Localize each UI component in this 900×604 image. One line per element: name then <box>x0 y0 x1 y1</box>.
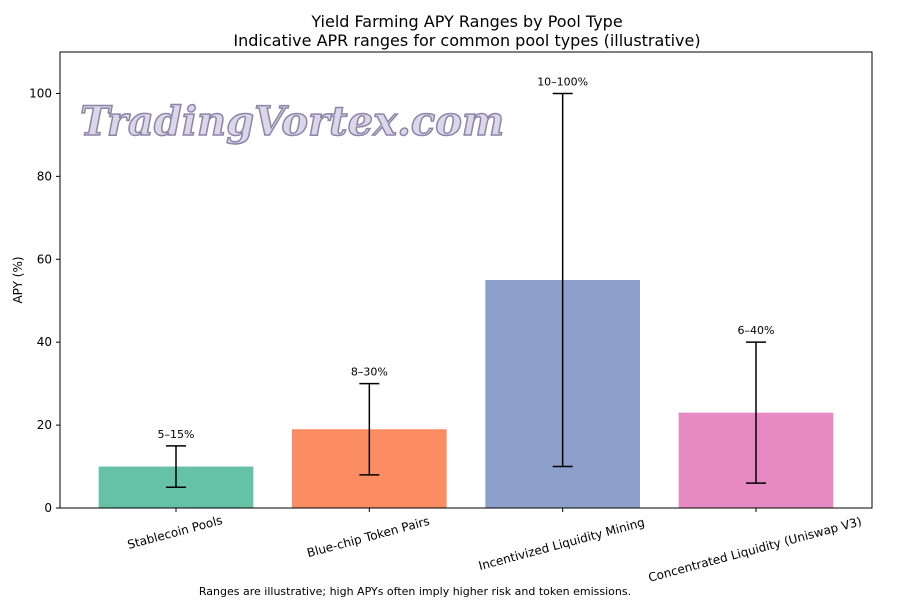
x-tick-label: Blue-chip Token Pairs <box>305 514 431 560</box>
y-tick-label: 80 <box>37 169 52 183</box>
x-tick-label: Stablecoin Pools <box>126 513 224 552</box>
plot-frame <box>59 51 873 509</box>
chart-title: Yield Farming APY Ranges by Pool Type <box>310 12 622 31</box>
y-tick-label: 0 <box>44 501 52 515</box>
y-tick-label: 20 <box>37 418 52 432</box>
y-tick-label: 40 <box>37 335 52 349</box>
range-label: 8–30% <box>351 366 388 379</box>
range-label: 10–100% <box>537 75 588 88</box>
range-label: 6–40% <box>738 324 775 337</box>
x-tick-label: Concentrated Liquidity (Uniswap V3) <box>647 514 863 585</box>
y-axis-label: APY (%) <box>11 256 25 303</box>
y-tick-label: 60 <box>37 252 52 266</box>
range-label: 5–15% <box>158 428 195 441</box>
x-tick-label: Incentivized Liquidity Mining <box>477 515 646 573</box>
chart-subtitle: Indicative APR ranges for common pool ty… <box>233 31 700 50</box>
watermark-logo: TradingVortex.com <box>80 98 504 145</box>
footnote: Ranges are illustrative; high APYs often… <box>199 585 631 598</box>
y-tick-label: 100 <box>29 86 52 100</box>
